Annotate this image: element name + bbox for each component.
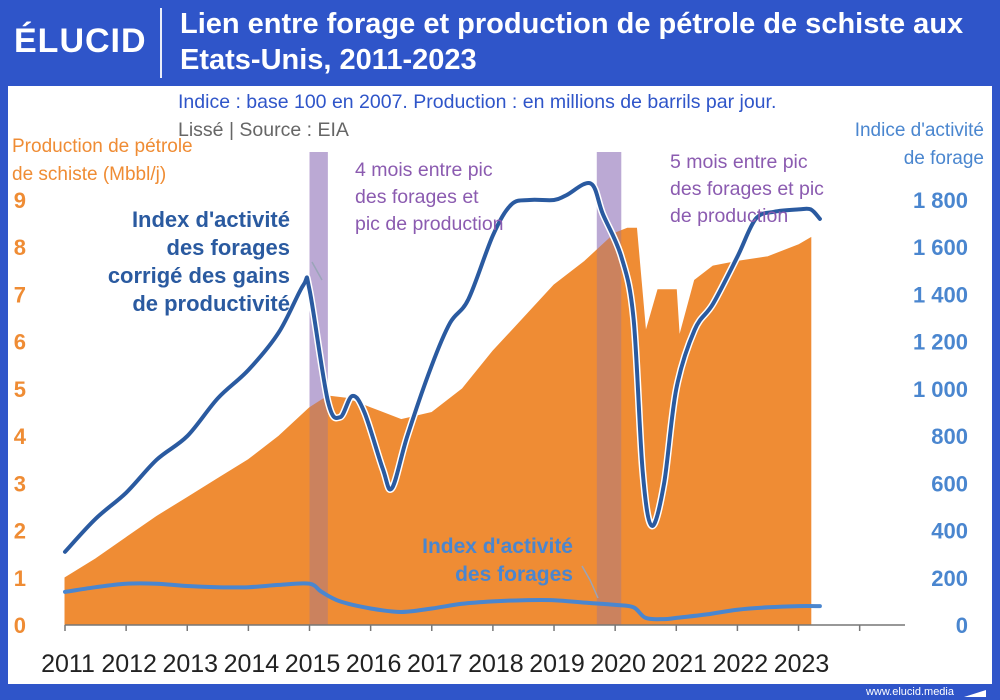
footer-logo-icon <box>964 690 986 697</box>
x-tick-label: 2014 <box>224 650 280 678</box>
y-left-axis-label: Production de pétrole <box>12 136 193 157</box>
x-tick-label: 2021 <box>651 650 707 678</box>
peak-band-2-label: des forages et pic <box>670 178 824 200</box>
x-tick-label: 2012 <box>101 650 157 678</box>
x-tick-label: 2011 <box>41 650 95 678</box>
x-tick-label: 2020 <box>590 650 646 678</box>
y-left-tick-label: 9 <box>14 188 26 213</box>
x-tick-label: 2023 <box>774 650 830 678</box>
index-corrected-label: corrigé des gains <box>108 263 290 288</box>
peak-band-overlay-1 <box>309 152 328 625</box>
x-tick-label: 2015 <box>285 650 341 678</box>
y-left-tick-label: 5 <box>14 377 26 402</box>
y-left-tick-label: 3 <box>14 471 26 496</box>
x-tick-label: 2022 <box>713 650 769 678</box>
y-left-axis-label: de schiste (Mbbl/j) <box>12 164 166 185</box>
x-tick-label: 2017 <box>407 650 463 678</box>
chart-title: Lien entre forage et production de pétro… <box>180 8 964 76</box>
index-label: des forages <box>455 563 573 586</box>
y-right-axis-label: Indice d'activité <box>855 120 984 141</box>
y-right-tick-label: 200 <box>931 566 968 591</box>
index-corrected-label: de productivité <box>132 291 290 316</box>
y-right-tick-label: 600 <box>931 471 968 496</box>
chart-text: 2011 2012 2013 2014 2015 2016 2017 2018 2019 2020… <box>12 91 984 678</box>
x-tick-label: 2013 <box>162 650 218 678</box>
peak-band-1-label: pic de production <box>355 213 504 235</box>
elucid-logo: ÉLUCID <box>14 22 147 60</box>
y-right-tick-label: 800 <box>931 424 968 449</box>
y-right-tick-label: 1 400 <box>913 282 968 307</box>
y-left-tick-label: 4 <box>14 424 27 449</box>
y-left-tick-label: 6 <box>14 330 26 355</box>
index-corrected-label: des forages <box>167 235 291 260</box>
y-right-tick-label: 1 600 <box>913 235 968 260</box>
index-lines <box>62 179 823 622</box>
index-corrected-label: Index d'activité <box>132 207 290 232</box>
y-left-tick-label: 2 <box>14 519 26 544</box>
peak-band-2-label: de production <box>670 205 788 227</box>
footer-url[interactable]: www.elucid.media <box>865 686 954 698</box>
index-corrected-line <box>63 181 822 554</box>
y-left-tick-label: 0 <box>14 613 26 638</box>
peak-band-1-label: des forages et <box>355 186 479 208</box>
y-right-tick-label: 0 <box>956 613 968 638</box>
y-left-tick-label: 1 <box>14 566 26 591</box>
y-right-tick-label: 1 800 <box>913 188 968 213</box>
chart-subtitle: Indice : base 100 en 2007. Production : … <box>178 91 776 113</box>
y-right-tick-label: 1 000 <box>913 377 968 402</box>
peak-band-2-label: 5 mois entre pic <box>670 151 808 173</box>
y-right-axis-label: de forage <box>904 148 984 169</box>
production-area <box>64 152 812 626</box>
x-tick-label: 2016 <box>346 650 402 678</box>
x-tick-label: 2018 <box>468 650 524 678</box>
chart-source: Lissé | Source : EIA <box>178 119 349 141</box>
index-corrected-leader <box>311 261 323 281</box>
index-leader <box>581 565 599 599</box>
index-line <box>63 581 822 622</box>
axes <box>64 624 905 631</box>
y-right-tick-label: 400 <box>931 519 968 544</box>
index-label: Index d'activité <box>422 535 573 558</box>
logo-divider <box>160 8 162 78</box>
y-right-tick-label: 1 200 <box>913 330 968 355</box>
header-bar: ÉLUCID Lien entre forage et production d… <box>0 0 1000 86</box>
peak-band-1-label: 4 mois entre pic <box>355 159 493 181</box>
y-left-tick-label: 8 <box>14 235 26 260</box>
y-left-tick-label: 7 <box>14 282 26 307</box>
x-tick-label: 2019 <box>529 650 585 678</box>
production-area-shape <box>64 227 812 626</box>
